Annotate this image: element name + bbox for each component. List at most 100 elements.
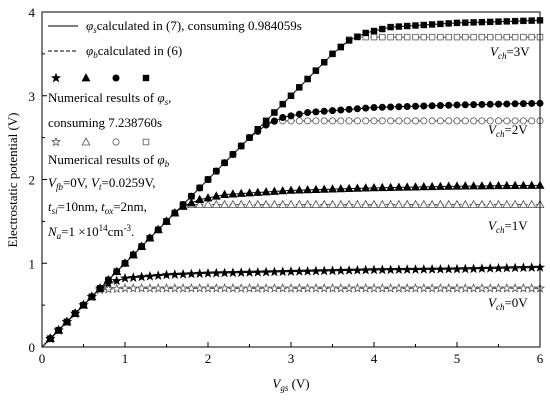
data-point [136, 283, 147, 293]
data-point [228, 189, 238, 198]
data-point [320, 117, 328, 125]
data-point [279, 114, 287, 122]
data-point [246, 134, 253, 141]
data-point [262, 117, 270, 125]
data-point [427, 283, 438, 293]
data-point [204, 176, 212, 183]
data-point [161, 269, 172, 280]
data-point [335, 283, 346, 293]
data-point [410, 283, 421, 293]
data-point [236, 283, 247, 293]
data-point [411, 199, 420, 209]
data-point [354, 33, 361, 40]
data-point [403, 22, 411, 30]
data-point [202, 267, 214, 278]
data-point [261, 187, 271, 196]
data-point [362, 29, 369, 37]
data-point [219, 267, 230, 278]
data-point [369, 183, 379, 192]
y-tick-label: 1 [29, 256, 36, 271]
data-point [476, 283, 487, 293]
data-point [502, 199, 512, 209]
data-point [428, 33, 436, 41]
data-point [501, 262, 512, 273]
data-point [427, 264, 438, 274]
data-point [227, 267, 238, 278]
data-point [494, 117, 502, 125]
data-point [403, 102, 411, 110]
data-point [394, 182, 404, 191]
data-point [319, 199, 329, 209]
data-point [395, 23, 403, 30]
data-point [245, 199, 254, 209]
data-point [403, 117, 411, 125]
label-vch-2v: Vch=2V [488, 122, 528, 139]
data-point [453, 19, 461, 27]
data-point [336, 199, 346, 209]
data-point [510, 199, 520, 209]
data-point [236, 188, 246, 197]
data-point [428, 102, 436, 110]
data-point [527, 180, 537, 189]
data-point [520, 33, 527, 41]
data-point [362, 104, 370, 112]
data-point [178, 283, 189, 293]
data-point [335, 265, 346, 275]
data-point [385, 264, 396, 275]
data-point [285, 283, 297, 293]
data-point [220, 189, 230, 198]
data-point [493, 283, 504, 293]
data-point [72, 310, 79, 317]
data-point [186, 283, 197, 293]
data-point [113, 268, 120, 275]
label-vch-0v: Vch=0V [488, 295, 528, 312]
data-point [451, 263, 463, 274]
data-point [427, 199, 437, 209]
data-point [294, 266, 305, 276]
legend-params-1: Vfb=0V, Vt=0.0259V, [48, 175, 156, 192]
data-point [294, 199, 304, 209]
data-point [295, 117, 303, 125]
data-point [194, 268, 205, 278]
data-point [377, 182, 387, 192]
data-point [418, 264, 429, 274]
data-point [435, 181, 445, 190]
data-point [387, 23, 394, 31]
y-axis-label: Electrostatic potential (V) [5, 112, 20, 247]
data-point [344, 199, 354, 209]
data-point [278, 186, 288, 195]
data-point [478, 100, 486, 108]
data-point [427, 181, 437, 191]
data-point [328, 199, 337, 209]
data-point [444, 199, 454, 209]
data-point [461, 117, 469, 125]
data-point [327, 283, 338, 293]
data-point [528, 99, 536, 107]
data-point [377, 199, 387, 209]
data-point [345, 105, 353, 113]
data-point [244, 267, 255, 277]
data-point [485, 181, 495, 190]
data-point [387, 117, 395, 125]
data-point [453, 117, 461, 125]
data-point [378, 103, 386, 111]
data-point [444, 181, 454, 190]
data-point [111, 283, 122, 294]
data-point [462, 19, 469, 26]
data-point [236, 199, 246, 209]
x-tick-label: 1 [122, 351, 129, 366]
data-point [478, 117, 486, 125]
data-point [278, 199, 288, 209]
data-point [344, 283, 355, 293]
data-point [154, 226, 162, 233]
data-point [337, 117, 345, 125]
y-tick-label: 2 [29, 173, 36, 188]
x-tick-label: 4 [371, 351, 378, 366]
data-point [328, 117, 336, 125]
data-point [287, 112, 295, 120]
data-point [195, 199, 205, 209]
data-point [403, 33, 411, 41]
data-point [310, 265, 321, 276]
data-point [412, 22, 419, 29]
data-point [211, 283, 222, 293]
